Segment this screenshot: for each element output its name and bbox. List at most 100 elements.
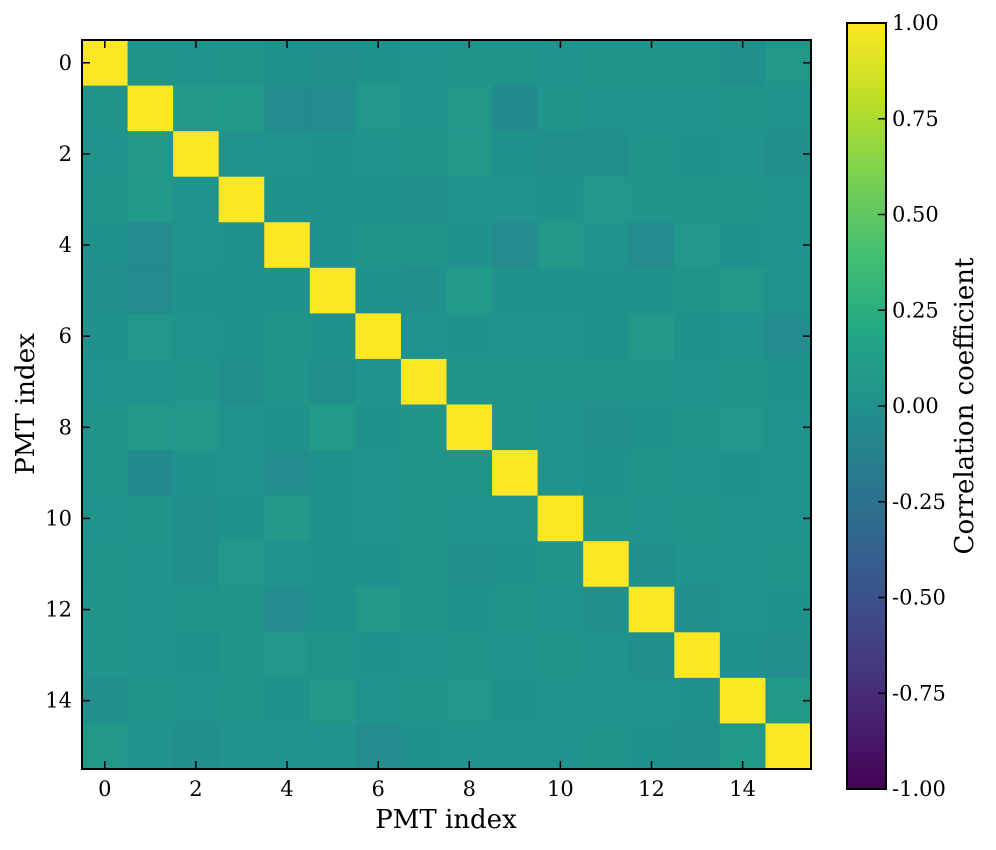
colorbar-label: Correlation coefficient xyxy=(950,257,980,554)
heatmap-cell-12-2 xyxy=(173,586,220,633)
heatmap-cell-7-12 xyxy=(628,358,675,406)
heatmap-cell-4-14 xyxy=(719,222,767,269)
heatmap-cell-6-1 xyxy=(127,313,174,360)
heatmap-cell-5-8 xyxy=(446,267,493,314)
heatmap-cell-13-3 xyxy=(218,632,265,679)
heatmap-cell-9-9 xyxy=(492,450,539,497)
heatmap-cell-8-7 xyxy=(400,404,448,451)
colorbar-tick-label-6: -0.50 xyxy=(892,586,946,610)
heatmap-cell-11-12 xyxy=(628,541,675,588)
heatmap-cell-3-2 xyxy=(173,176,220,223)
heatmap-cell-2-7 xyxy=(400,131,448,178)
heatmap-cell-2-14 xyxy=(719,131,767,178)
heatmap-cell-8-14 xyxy=(719,404,767,451)
heatmap-cell-11-13 xyxy=(674,541,721,588)
heatmap-cell-5-6 xyxy=(355,267,402,314)
heatmap-cell-14-1 xyxy=(127,677,174,725)
heatmap-cell-3-14 xyxy=(719,176,767,223)
heatmap-cell-1-11 xyxy=(583,85,630,132)
heatmap-cell-9-2 xyxy=(173,450,220,497)
heatmap-cell-11-5 xyxy=(309,541,356,588)
heatmap-cell-9-8 xyxy=(446,450,493,497)
colorbar-tick-label-7: -0.75 xyxy=(892,681,946,705)
heatmap-cell-13-10 xyxy=(537,632,584,679)
heatmap-cell-10-4 xyxy=(264,495,311,542)
heatmap-cell-1-1 xyxy=(127,85,174,132)
heatmap-cell-3-5 xyxy=(309,176,356,223)
heatmap-cell-10-5 xyxy=(309,495,356,542)
heatmap-cell-14-14 xyxy=(719,677,767,725)
heatmap-cell-5-11 xyxy=(583,267,630,314)
heatmap-cell-12-9 xyxy=(492,586,539,633)
heatmap-cell-7-15 xyxy=(765,358,812,406)
heatmap-cell-4-8 xyxy=(446,222,493,269)
heatmap-cell-12-6 xyxy=(355,586,402,633)
colorbar-ticks: 1.00 0.75 0.50 0.25 0.00 -0.25 -0.50 -0.75 -1.00 xyxy=(878,11,946,801)
heatmap-cell-5-15 xyxy=(765,267,812,314)
heatmap-cell-13-2 xyxy=(173,632,220,679)
heatmap-cell-1-7 xyxy=(400,85,448,132)
heatmap-cell-0-5 xyxy=(309,40,356,87)
heatmap-cell-8-8 xyxy=(446,404,493,451)
heatmap-cell-1-12 xyxy=(628,85,675,132)
heatmap-cell-11-4 xyxy=(264,541,311,588)
heatmap-cell-11-3 xyxy=(218,541,265,588)
heatmap-cell-7-10 xyxy=(537,358,584,406)
heatmap-cell-5-9 xyxy=(492,267,539,314)
heatmap-cell-10-9 xyxy=(492,495,539,542)
heatmap-cell-12-13 xyxy=(674,586,721,633)
heatmap-cell-12-10 xyxy=(537,586,584,633)
heatmap-cell-12-14 xyxy=(719,586,767,633)
heatmap-cell-9-5 xyxy=(309,450,356,497)
y-tick-label-2: 2 xyxy=(59,142,72,166)
heatmap-cell-9-0 xyxy=(82,450,129,497)
heatmap-cell-14-13 xyxy=(674,677,721,725)
heatmap-cell-8-2 xyxy=(173,404,220,451)
heatmap-cell-2-8 xyxy=(446,131,493,178)
heatmap-cell-14-2 xyxy=(173,677,220,725)
heatmap-cell-14-10 xyxy=(537,677,584,725)
heatmap-cell-11-10 xyxy=(537,541,584,588)
heatmap-cell-7-1 xyxy=(127,358,174,406)
heatmap-cell-11-6 xyxy=(355,541,402,588)
heatmap-cell-7-0 xyxy=(82,358,129,406)
heatmap-cell-3-10 xyxy=(537,176,584,223)
colorbar-tick-label-4: 0.00 xyxy=(892,394,939,418)
heatmap-cell-2-12 xyxy=(628,131,675,178)
heatmap-cell-13-6 xyxy=(355,632,402,679)
heatmap-cell-7-13 xyxy=(674,358,721,406)
heatmap-cell-4-1 xyxy=(127,222,174,269)
heatmap-cell-4-9 xyxy=(492,222,539,269)
heatmap-axis-ticks: 0 2 4 6 8 10 12 14 0 2 4 6 8 10 12 14 xyxy=(45,40,811,801)
heatmap-cell-5-14 xyxy=(719,267,767,314)
heatmap-cell-8-6 xyxy=(355,404,402,451)
x-axis-label: PMT index xyxy=(375,805,517,835)
heatmap-cell-7-3 xyxy=(218,358,265,406)
y-tick-label-10: 10 xyxy=(45,506,72,530)
heatmap-cell-2-9 xyxy=(492,131,539,178)
heatmap-cell-5-5 xyxy=(309,267,356,314)
heatmap-cell-11-11 xyxy=(583,541,630,588)
heatmap-cell-9-13 xyxy=(674,450,721,497)
heatmap-cell-1-15 xyxy=(765,85,812,132)
heatmap-cell-13-15 xyxy=(765,632,812,679)
heatmap-cell-13-5 xyxy=(309,632,356,679)
heatmap-cell-12-12 xyxy=(628,586,675,633)
x-tick-label-2: 2 xyxy=(189,777,202,801)
heatmap-cell-13-13 xyxy=(674,632,721,679)
heatmap-cell-14-5 xyxy=(309,677,356,725)
heatmap-cell-2-3 xyxy=(218,131,265,178)
heatmap-cell-10-2 xyxy=(173,495,220,542)
heatmap-cell-4-3 xyxy=(218,222,265,269)
colorbar-tick-label-8: -1.00 xyxy=(892,777,946,801)
heatmap-cell-6-11 xyxy=(583,313,630,360)
heatmap-cell-12-4 xyxy=(264,586,311,633)
heatmap-cell-7-2 xyxy=(173,358,220,406)
heatmap-cell-7-14 xyxy=(719,358,767,406)
heatmap-cell-1-5 xyxy=(309,85,356,132)
heatmap-cell-13-11 xyxy=(583,632,630,679)
heatmap-cell-14-6 xyxy=(355,677,402,725)
heatmap-cell-14-8 xyxy=(446,677,493,725)
heatmap-cell-13-8 xyxy=(446,632,493,679)
heatmap-cell-1-13 xyxy=(674,85,721,132)
